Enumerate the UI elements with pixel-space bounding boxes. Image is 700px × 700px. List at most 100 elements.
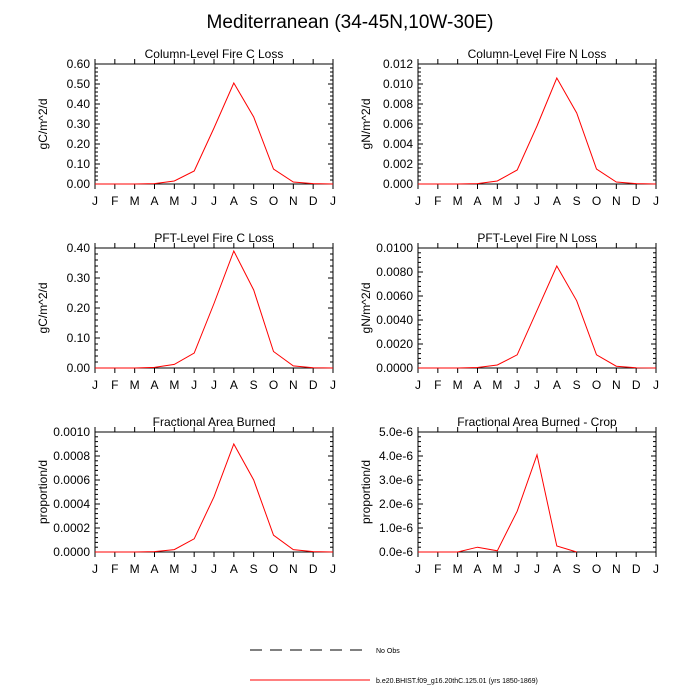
panel-4-y-tick-label: 0.0060 [376,289,413,303]
panel-4-x-tick-label: J [653,378,659,392]
panel-6-y-tick-label: 3.0e-6 [379,473,413,487]
panel-4-x-tick-label: A [473,378,481,392]
panel-3-x-tick-label: M [130,378,140,392]
panel-1-series-line [95,81,334,185]
panel-1-x-tick-label: M [169,194,179,208]
panel-1-x-tick-label: J [330,194,336,208]
panel-2-x-tick-label: J [415,194,421,208]
panel-6-x-tick-label: D [632,562,641,576]
panel-4-x-tick-label: M [453,378,463,392]
panel-1-y-tick-label: 0.10 [67,157,91,171]
panel-3-x-tick-label: F [111,378,118,392]
panel-3-x-tick-label: O [269,378,278,392]
panel-2-x-tick-label: M [453,194,463,208]
panel-1-x-tick-label: S [250,194,258,208]
panel-1-x-tick-label: F [111,194,118,208]
panel-5-x-tick-label: O [269,562,278,576]
panel-4-plot-frame [417,247,657,369]
panel-3-x-tick-label: S [250,378,258,392]
panel-3-series-line [95,249,334,369]
panel-5-y-tick-label: 0.0000 [53,545,90,559]
panel-5-y-tick-label: 0.0006 [53,473,90,487]
panel-6-y-tick-label: 1.0e-6 [379,521,413,535]
panel-4-x-tick-label: M [492,378,502,392]
panel-5-x-tick-label: J [92,562,98,576]
legend-label-2: b.e20.BHIST.f09_g16.20thC.125.01 (yrs 18… [376,678,538,685]
panel-6-x-tick-label: M [492,562,502,576]
panel-6-series-line [418,452,577,553]
panel-1-y-tick-label: 0.20 [67,137,91,151]
panel-3-x-tick-label: J [191,378,197,392]
panel-3-title: PFT-Level Fire C Loss [154,231,273,245]
panel-5-x-tick-label: D [309,562,318,576]
panel-1-x-tick-label: N [289,194,298,208]
panel-4-x-tick-label: N [612,378,621,392]
panel-2-x-tick-label: A [553,194,561,208]
panel-3-y-axis-label: gC/m^2/d [36,283,50,334]
panel-4-title: PFT-Level Fire N Loss [477,231,596,245]
panel-3-x-tick-label: J [92,378,98,392]
panel-2-x-tick-label: O [592,194,601,208]
panel-4-series-line [418,264,657,369]
panel-2-x-tick-label: F [434,194,441,208]
panel-2-x-tick-label: M [492,194,502,208]
page-title: Mediterranean (34-45N,10W-30E) [206,12,494,33]
panel-6-x-tick-label: S [573,562,581,576]
panel-6-x-tick-label: N [612,562,621,576]
panel-4-y-tick-label: 0.0100 [376,241,413,255]
panel-2-series-line [418,76,657,185]
panel-1-y-tick-label: 0.00 [67,177,91,191]
panel-4-x-tick-label: J [534,378,540,392]
panel-2-x-tick-label: J [653,194,659,208]
panel-5-x-tick-label: A [150,562,158,576]
panel-5-y-tick-label: 0.0004 [53,497,90,511]
panel-6-plot-frame [417,431,657,553]
panel-5-x-tick-label: F [111,562,118,576]
panel-6-y-tick-label: 5.0e-6 [379,425,413,439]
panel-6-x-tick-label: M [453,562,463,576]
panel-6-x-tick-label: O [592,562,601,576]
panel-1-x-tick-label: J [191,194,197,208]
panel-3-x-tick-label: J [330,378,336,392]
panel-2-x-tick-label: N [612,194,621,208]
panel-6-x-tick-label: A [473,562,481,576]
panel-6-x-tick-label: J [653,562,659,576]
panel-3-x-tick-label: A [150,378,158,392]
panel-2-y-tick-label: 0.008 [383,97,413,111]
panel-5-series-line [95,442,334,553]
panel-4-y-tick-label: 0.0020 [376,337,413,351]
panel-4-y-tick-label: 0.0080 [376,265,413,279]
panel-3-y-tick-label: 0.00 [67,361,91,375]
panel-2-y-tick-label: 0.004 [383,137,413,151]
panel-3-y-tick-label: 0.40 [67,241,91,255]
panel-6-x-tick-label: F [434,562,441,576]
panel-3-y-tick-label: 0.10 [67,331,91,345]
panel-3-y-tick-label: 0.30 [67,271,91,285]
panel-5-x-tick-label: J [191,562,197,576]
panel-2-y-tick-label: 0.010 [383,77,413,91]
panel-2-y-tick-label: 0.002 [383,157,413,171]
panel-6-title: Fractional Area Burned - Crop [457,415,617,429]
panel-4-x-tick-label: S [573,378,581,392]
panel-5-x-tick-label: J [211,562,217,576]
panel-1-x-tick-label: D [309,194,318,208]
panel-3-x-tick-label: D [309,378,318,392]
panel-2-x-tick-label: A [473,194,481,208]
panel-5-y-tick-label: 0.0008 [53,449,90,463]
panel-5-x-tick-label: N [289,562,298,576]
panel-6-x-tick-label: A [553,562,561,576]
panel-6-x-tick-label: J [415,562,421,576]
panel-2-x-tick-label: S [573,194,581,208]
panel-6-x-tick-label: J [534,562,540,576]
panel-6-y-axis-label: proportion/d [359,460,373,524]
panel-5-title: Fractional Area Burned [153,415,276,429]
panel-6-y-tick-label: 4.0e-6 [379,449,413,463]
panel-4-y-tick-label: 0.0040 [376,313,413,327]
panel-6-y-tick-label: 2.0e-6 [379,497,413,511]
panel-4-x-tick-label: J [415,378,421,392]
panel-3-x-tick-label: M [169,378,179,392]
panel-2-y-tick-label: 0.012 [383,57,413,71]
panel-5-x-tick-label: A [230,562,238,576]
panel-5-x-tick-label: M [130,562,140,576]
